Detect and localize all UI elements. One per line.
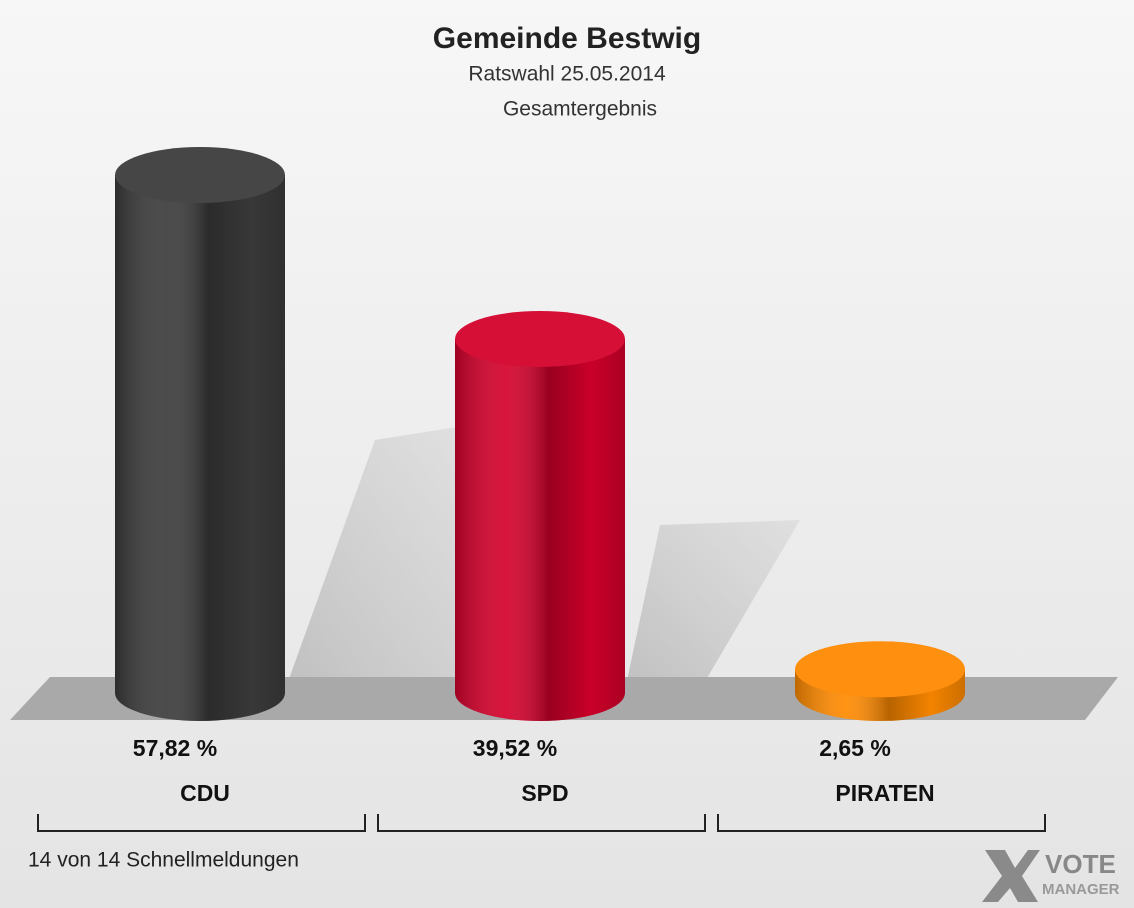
footer: 14 von 14 Schnellmeldungen (28, 849, 299, 872)
bar-top (455, 310, 625, 367)
bar-top (795, 641, 965, 698)
logo: VOTE MANAGER (982, 849, 1120, 902)
x-tick-label: PIRATEN (835, 780, 934, 806)
logo-text: VOTE (1045, 849, 1116, 879)
chart-title: Gemeinde Bestwig (433, 22, 701, 55)
subtitle: Gesamtergebnis (503, 98, 657, 121)
bar-shade (115, 175, 285, 721)
bar-top-shade (795, 641, 965, 698)
bars (115, 147, 965, 721)
value-label: 39,52 % (473, 735, 557, 761)
bracket (377, 814, 706, 832)
x-tick-label: SPD (521, 780, 568, 806)
bar-top-shade (455, 310, 625, 367)
logo-subtext: MANAGER (1042, 881, 1120, 898)
bar-top (115, 147, 285, 203)
shadow (285, 425, 470, 690)
bar-shade (455, 338, 625, 721)
x-tick-label: CDU (180, 780, 230, 806)
value-label: 57,82 % (133, 735, 217, 761)
subtitle: Ratswahl 25.05.2014 (468, 63, 666, 86)
bracket (717, 814, 1046, 832)
logo-mark (982, 850, 1040, 902)
bar-top-shade (115, 147, 285, 203)
bracket (37, 814, 366, 832)
value-label: 2,65 % (819, 735, 891, 761)
shadow (625, 520, 800, 690)
